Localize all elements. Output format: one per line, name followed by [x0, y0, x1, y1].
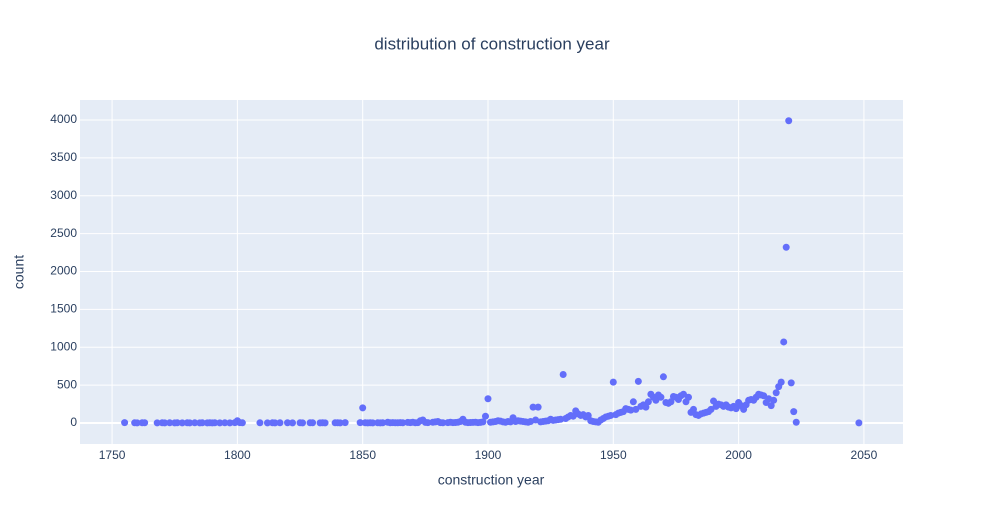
point: [652, 396, 660, 404]
point: [379, 419, 387, 427]
point: [707, 405, 715, 413]
point: [299, 419, 307, 427]
point: [271, 419, 279, 427]
point: [336, 419, 344, 427]
point: [644, 398, 652, 406]
y-tick-label: 1000: [50, 339, 77, 353]
x-tick-label: 2000: [725, 448, 752, 462]
x-axis-label: construction year: [438, 472, 545, 488]
point: [657, 393, 665, 401]
x-tick-label: 1800: [224, 448, 251, 462]
point: [484, 395, 492, 403]
x-tick-label: 1750: [99, 448, 126, 462]
y-tick-label: 0: [70, 415, 77, 429]
point: [629, 398, 637, 406]
point: [684, 393, 692, 401]
y-tick-label: 2000: [50, 264, 77, 278]
point: [772, 389, 780, 397]
y-tick-label: 3000: [50, 188, 77, 202]
point: [782, 243, 790, 251]
point: [790, 408, 798, 416]
chart-title: distribution of construction year: [374, 34, 610, 53]
point: [399, 419, 407, 427]
point: [634, 377, 642, 385]
point: [356, 419, 364, 427]
point: [309, 419, 317, 427]
x-tick-label: 1950: [600, 448, 627, 462]
point: [855, 419, 863, 427]
point: [369, 419, 377, 427]
point: [710, 397, 718, 405]
point: [211, 419, 219, 427]
y-tick-label: 3500: [50, 150, 77, 164]
x-tick-label: 2050: [851, 448, 878, 462]
point: [584, 411, 592, 419]
point: [481, 412, 489, 420]
point: [770, 396, 778, 404]
point: [534, 403, 542, 411]
point: [226, 419, 234, 427]
x-tick-label: 1850: [349, 448, 376, 462]
point: [216, 419, 224, 427]
point: [186, 419, 194, 427]
point: [689, 405, 697, 413]
point: [284, 419, 292, 427]
point: [359, 404, 367, 412]
point: [732, 405, 740, 413]
point: [529, 403, 537, 411]
point: [153, 419, 161, 427]
point: [321, 419, 329, 427]
point: [198, 419, 206, 427]
point: [133, 419, 141, 427]
point: [767, 402, 775, 410]
point: [166, 419, 174, 427]
point: [780, 338, 788, 346]
point: [785, 117, 793, 125]
point: [121, 419, 129, 427]
point: [191, 419, 199, 427]
y-tick-label: 1500: [50, 302, 77, 316]
point: [787, 379, 795, 387]
point: [238, 419, 246, 427]
point: [141, 419, 149, 427]
y-axis-label: count: [11, 255, 27, 289]
x-tick-label: 1900: [475, 448, 502, 462]
point: [263, 419, 271, 427]
y-tick-label: 2500: [50, 226, 77, 240]
point: [341, 419, 349, 427]
y-tick-label: 4000: [50, 112, 77, 126]
point: [659, 373, 667, 381]
point: [221, 419, 229, 427]
point: [439, 419, 447, 427]
point: [173, 419, 181, 427]
point: [792, 418, 800, 426]
point: [679, 390, 687, 398]
point: [559, 371, 567, 379]
point: [667, 398, 675, 406]
point: [642, 403, 650, 411]
y-tick-label: 500: [57, 377, 77, 391]
point: [609, 378, 617, 386]
point: [479, 418, 487, 426]
point: [777, 378, 785, 386]
point: [178, 419, 186, 427]
point: [424, 419, 432, 427]
point: [289, 419, 297, 427]
point: [760, 392, 768, 400]
point: [632, 405, 640, 413]
point: [276, 419, 284, 427]
point: [256, 419, 264, 427]
point: [161, 419, 169, 427]
